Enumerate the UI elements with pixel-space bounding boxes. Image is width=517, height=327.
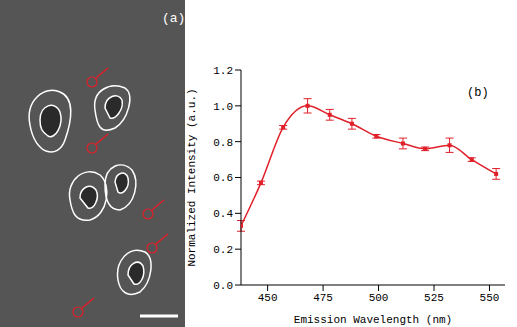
svg-text:Normalized Intensity (a.u.): Normalized Intensity (a.u.) <box>186 88 198 266</box>
svg-text:1.2: 1.2 <box>213 65 233 77</box>
svg-text:0.8: 0.8 <box>213 137 233 149</box>
svg-text:500: 500 <box>369 292 389 304</box>
svg-text:Emission Wavelength (nm): Emission Wavelength (nm) <box>294 314 452 326</box>
svg-text:0.2: 0.2 <box>213 244 233 256</box>
svg-text:0.4: 0.4 <box>213 208 233 220</box>
svg-text:1.0: 1.0 <box>213 101 233 113</box>
html-text:(b): (b) <box>467 86 489 100</box>
svg-text:475: 475 <box>313 292 333 304</box>
svg-text:0.0: 0.0 <box>213 280 233 292</box>
svg-text:525: 525 <box>424 292 444 304</box>
svg-text:(a): (a) <box>162 11 185 26</box>
svg-text:0.6: 0.6 <box>213 172 233 184</box>
svg-text:550: 550 <box>480 292 500 304</box>
svg-text:450: 450 <box>258 292 278 304</box>
